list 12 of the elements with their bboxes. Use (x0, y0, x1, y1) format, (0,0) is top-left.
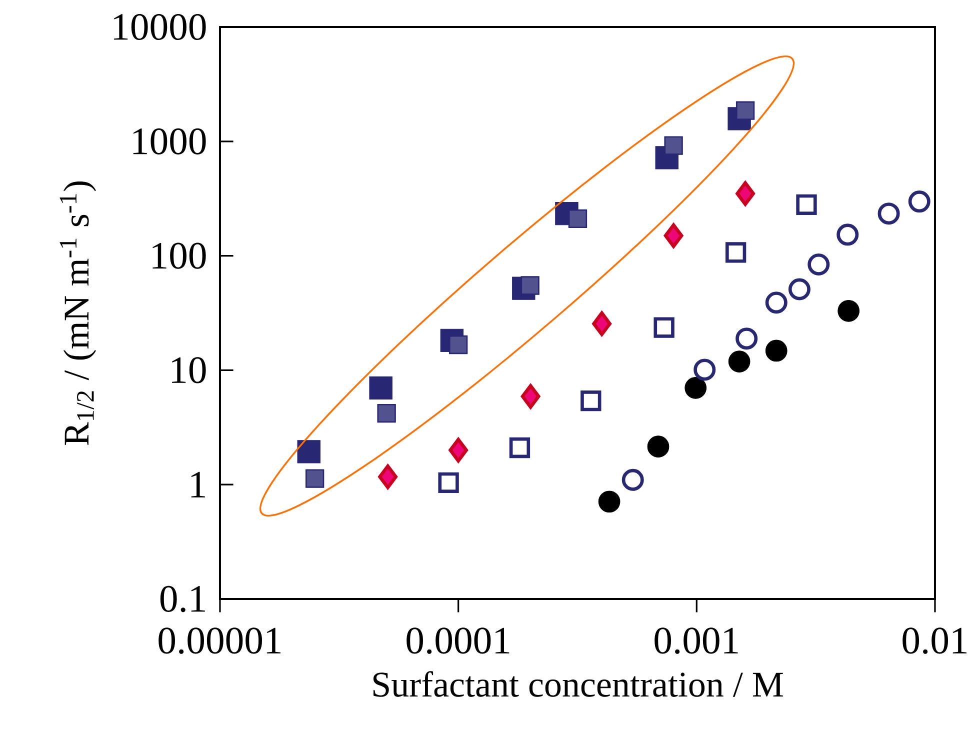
x-tick-label: 0.0001 (406, 628, 510, 654)
x-tick-label: 0.01 (902, 628, 966, 654)
y-tick-label: 0.1 (160, 586, 205, 612)
y-tick-label: 10 (172, 357, 206, 384)
y-tick-label: 1000 (133, 128, 206, 154)
y-tick-label: 10000 (114, 14, 206, 40)
y-tick-label: 1 (191, 472, 205, 498)
x-tick-label: 0.001 (654, 628, 738, 654)
x-tick-label: 0.00001 (158, 628, 280, 654)
y-tick-label: 100 (152, 242, 206, 269)
x-axis-title: Surfactant concentration / M (373, 671, 783, 697)
y-axis-title: R$_{1/2}$ / (mN m$^{-1}$ s$^{-1}$) (60, 181, 96, 446)
